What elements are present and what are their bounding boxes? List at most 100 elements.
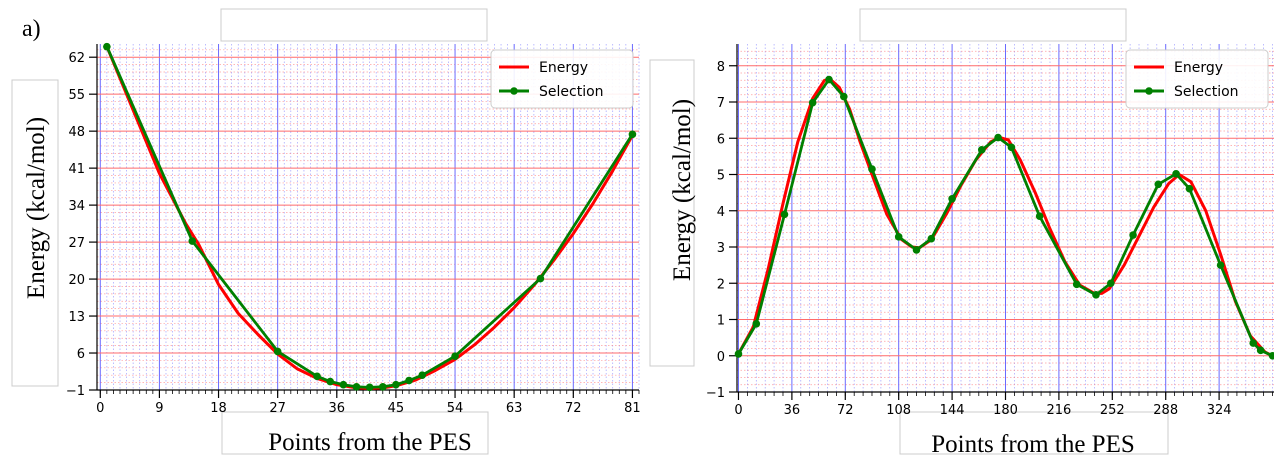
y-tick-label: 6 (77, 347, 85, 362)
chart-left-legend: Energy Selection (490, 49, 634, 109)
x-tick-label: 0 (734, 403, 742, 418)
selection-point (868, 165, 876, 173)
selection-point (352, 383, 361, 391)
selection-point (1007, 143, 1016, 152)
chart-left-xlabel: Points from the PES (268, 429, 472, 456)
selection-point (1035, 212, 1044, 220)
x-tick-label: 81 (624, 401, 641, 416)
chart-left-ylabel: Energy (kcal/mol) (23, 117, 50, 299)
x-tick-label: 108 (886, 403, 911, 418)
ylabel-box-left (11, 79, 59, 387)
y-tick-label: 34 (68, 199, 85, 214)
chart-right: 0 36 72 108 144 180 216 252 288 324 −1 0 1 2 3 4 5 6 7 8 En… (669, 44, 1274, 457)
selection-point (1154, 180, 1163, 189)
legend-label-selection: Selection (539, 84, 604, 100)
selection-point (1092, 291, 1100, 299)
selection-point (1256, 346, 1265, 355)
selection-point (378, 383, 387, 391)
legend-label-energy: Energy (1174, 60, 1223, 76)
blank-title-box-right (859, 8, 1127, 42)
selection-point (780, 210, 789, 219)
y-tick-label: 55 (68, 88, 85, 103)
chart-left: 0 9 18 27 36 45 54 63 72 81 −1 6 13 20 27 34 41 48 55 62 En… (23, 42, 641, 456)
ylabel-box-right (649, 59, 695, 367)
chart-right-legend: Energy Selection (1125, 49, 1269, 109)
y-tick-label: 5 (717, 169, 725, 184)
x-tick-label: 18 (210, 401, 227, 416)
selection-point (365, 383, 374, 392)
y-tick-label: 27 (68, 236, 85, 251)
selection-point (752, 320, 761, 328)
y-tick-label: 6 (717, 132, 725, 147)
x-tick-label: 288 (1153, 403, 1178, 418)
y-tick-label: 13 (68, 310, 85, 325)
chart-left-series (103, 42, 637, 392)
selection-point (1072, 280, 1081, 289)
selection-point (1107, 279, 1115, 288)
x-tick-label: 324 (1207, 403, 1232, 418)
selection-point (948, 194, 956, 203)
selection-point (1249, 339, 1258, 347)
y-tick-label: 8 (717, 60, 725, 75)
selection-point (273, 347, 282, 356)
x-tick-label: 36 (784, 403, 801, 418)
selection-point (1185, 184, 1194, 193)
chart-right-axes: 0 36 72 108 144 180 216 252 288 324 −1 0 1 2 3 4 5 6 7 8 (706, 44, 1274, 418)
selection-point (418, 371, 427, 380)
legend-label-energy: Energy (539, 60, 588, 76)
selection-point (825, 75, 833, 84)
x-tick-label: 144 (940, 403, 965, 418)
chart-right-ylabel: Energy (kcal/mol) (669, 99, 696, 281)
x-tick-label: 45 (388, 401, 405, 416)
selection-point (894, 233, 903, 241)
selection-point (313, 372, 321, 381)
y-tick-label: −1 (706, 386, 725, 401)
y-tick-label: 4 (717, 205, 725, 220)
selection-point (977, 146, 986, 154)
xlabel-box-left (221, 411, 489, 455)
legend-label-selection: Selection (1174, 84, 1239, 100)
selection-point (103, 42, 111, 51)
selection-point (628, 130, 637, 139)
legend-box (1125, 49, 1269, 109)
selection-point (734, 350, 743, 358)
selection-point (392, 380, 400, 389)
selection-point (188, 237, 197, 245)
chart-right-xlabel: Points from the PES (931, 431, 1135, 457)
selection-point (1129, 231, 1137, 239)
x-tick-label: 36 (329, 401, 346, 416)
selection-point (994, 133, 1002, 142)
x-tick-label: 63 (506, 401, 523, 416)
legend-marker (1145, 87, 1153, 95)
y-tick-label: 41 (68, 162, 85, 177)
x-tick-label: 9 (155, 401, 163, 416)
panel-label: a) (22, 16, 41, 42)
y-tick-label: 3 (717, 241, 725, 256)
legend-box (490, 49, 634, 109)
x-tick-label: 216 (1046, 403, 1071, 418)
x-tick-label: 72 (565, 401, 582, 416)
selection-point (405, 376, 413, 385)
y-tick-label: 1 (717, 314, 725, 329)
x-tick-label: 54 (447, 401, 464, 416)
selection-point (1268, 351, 1274, 360)
y-tick-label: 0 (717, 350, 725, 365)
legend-marker (510, 87, 518, 95)
y-tick-label: −1 (66, 384, 85, 399)
selection-point (339, 380, 348, 389)
selection-point (808, 98, 817, 107)
y-tick-label: 48 (68, 125, 85, 140)
x-tick-label: 27 (269, 401, 286, 416)
y-tick-label: 20 (68, 273, 85, 288)
selection-point (840, 92, 848, 101)
selection-point (912, 246, 921, 254)
chart-right-series (734, 75, 1274, 360)
selection-point (1216, 261, 1225, 269)
x-tick-label: 180 (993, 403, 1018, 418)
y-tick-label: 7 (717, 96, 725, 111)
x-tick-label: 0 (96, 401, 104, 416)
x-tick-label: 252 (1100, 403, 1125, 418)
y-tick-label: 62 (68, 51, 85, 66)
selection-point (1172, 169, 1180, 178)
